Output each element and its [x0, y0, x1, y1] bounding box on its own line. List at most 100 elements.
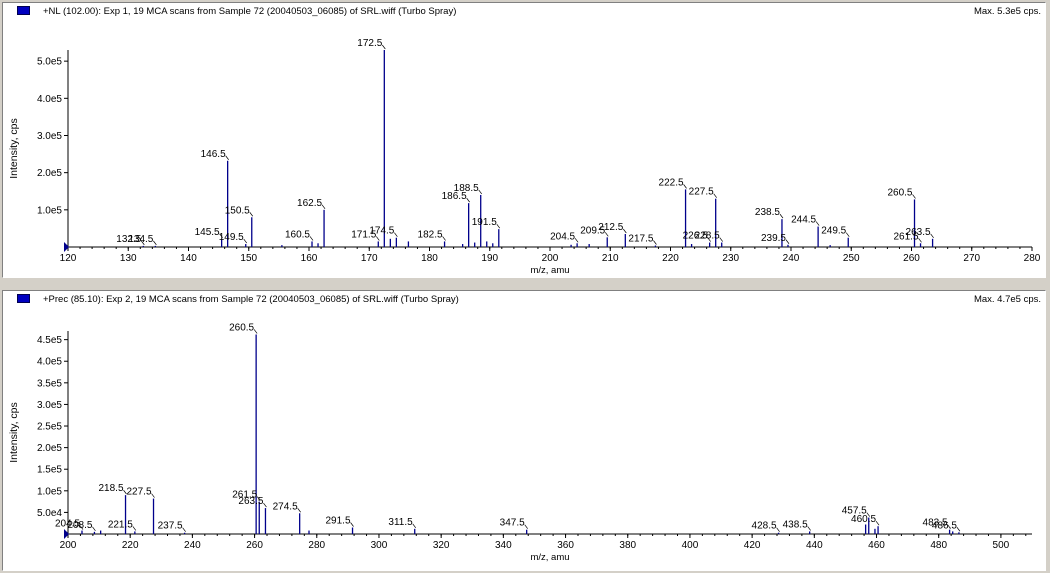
peak-label: 171.5	[351, 229, 376, 240]
max-intensity-label: Max. 4.7e5 cps.	[973, 294, 1041, 305]
peak-label: 274.5	[273, 501, 298, 512]
peak-label: 239.5	[761, 233, 786, 244]
x-tick-label: 160	[301, 253, 318, 264]
x-tick-label: 220	[122, 540, 139, 551]
x-tick-label: 200	[542, 253, 559, 264]
x-tick-label: 240	[184, 540, 201, 551]
x-tick-label: 260	[903, 253, 920, 264]
peak-label: 218.5	[98, 483, 123, 494]
x-tick-label: 400	[682, 540, 699, 551]
peak-label: 204.5	[55, 519, 80, 530]
peak-label-leader	[866, 512, 871, 517]
x-tick-label: 500	[993, 540, 1010, 551]
peak-label-leader	[225, 155, 229, 160]
x-tick-label: 190	[481, 253, 498, 264]
peak-label-leader	[604, 232, 609, 237]
peak-label-leader	[713, 193, 717, 198]
x-tick-label: 260	[246, 540, 263, 551]
peak-label: 311.5	[388, 517, 413, 528]
peak-label: 457.5	[842, 506, 867, 517]
peak-label-leader	[845, 232, 850, 237]
peak-label: 227.5	[126, 487, 151, 498]
peak-label-leader	[376, 236, 380, 241]
peak-label: 227.5	[689, 187, 714, 198]
peak-label: 221.5	[108, 519, 133, 530]
peak-label-leader	[496, 223, 501, 229]
peak-label: 209.5	[580, 225, 605, 236]
x-tick-label: 230	[722, 253, 739, 264]
peak-label: 226.5	[683, 231, 708, 242]
peak-label-leader	[574, 238, 579, 243]
peak-label: 261.5	[232, 490, 257, 501]
x-axis-label: m/z, amu	[530, 265, 569, 276]
y-tick-label: 4.5e5	[37, 335, 62, 346]
peak-label: 483.5	[923, 518, 948, 529]
x-tick-label: 420	[744, 540, 761, 551]
peak-label-leader	[912, 194, 916, 199]
peak-label: 244.5	[791, 215, 816, 226]
peak-label: 212.5	[598, 222, 623, 233]
peak-label: 162.5	[297, 198, 322, 209]
y-tick-label: 2.5e5	[37, 422, 62, 433]
peak-label-leader	[132, 526, 137, 531]
peak-label-leader	[92, 526, 96, 532]
start-marker-icon	[64, 529, 69, 539]
peak-label: 260.5	[887, 187, 912, 198]
x-tick-label: 480	[930, 540, 947, 551]
peak-label-leader	[875, 521, 880, 526]
experiment-marker-icon[interactable]	[17, 6, 30, 15]
spectrum-chart-1[interactable]: 120 130 140 150 160 170 180 190 200 210 220 230 240 2…	[3, 3, 1045, 277]
peak-label-leader	[153, 240, 157, 246]
peak-label-leader	[382, 44, 386, 50]
peak-label-leader	[524, 524, 528, 529]
peak-label-leader	[719, 237, 723, 242]
peak-label: 160.5	[285, 229, 310, 240]
peak-label: 222.5	[659, 177, 684, 188]
spectrum-panel-1: +NL (102.00): Exp 1, 19 MCA scans from S…	[2, 2, 1046, 278]
peak-label-leader	[776, 527, 780, 532]
x-tick-label: 280	[308, 540, 325, 551]
x-tick-label: 220	[662, 253, 679, 264]
x-tick-label: 150	[240, 253, 257, 264]
peak-label: 249.5	[821, 226, 846, 237]
y-axis-label: Intensity, cps	[8, 402, 20, 463]
y-tick-label: 4.0e5	[37, 357, 62, 368]
y-tick-label: 5.0e4	[37, 508, 62, 519]
peak-label-leader	[956, 527, 961, 532]
peak-label: 150.5	[225, 205, 250, 216]
peak-label-leader	[478, 189, 482, 195]
x-tick-label: 320	[433, 540, 450, 551]
peak-label: 486.5	[932, 520, 957, 531]
x-tick-label: 300	[371, 540, 388, 551]
peak-label-leader	[683, 184, 687, 189]
peak-label: 261.5	[894, 231, 919, 242]
peak-label-leader	[707, 237, 711, 242]
x-axis-label: m/z, amu	[530, 552, 569, 563]
x-tick-label: 340	[495, 540, 512, 551]
x-tick-label: 210	[602, 253, 619, 264]
peak-label: 428.5	[752, 521, 777, 532]
peak-label-leader	[79, 525, 84, 530]
peak-label-leader	[466, 197, 470, 203]
peak-label: 174.5	[369, 226, 394, 237]
peak-label: 347.5	[500, 518, 525, 529]
experiment-marker-icon[interactable]	[17, 294, 30, 303]
peak-label-leader	[412, 523, 417, 529]
peak-label-leader	[263, 502, 267, 508]
y-tick-label: 2.0e5	[37, 168, 62, 179]
peak-label: 238.5	[755, 207, 780, 218]
peak-label: 182.5	[418, 229, 443, 240]
peak-label: 217.5	[628, 234, 653, 245]
y-tick-label: 3.0e5	[37, 400, 62, 411]
peak-label-leader	[623, 228, 627, 234]
x-tick-label: 140	[180, 253, 197, 264]
y-tick-label: 4.0e5	[37, 94, 62, 105]
y-tick-label: 3.5e5	[37, 378, 62, 389]
peak-label-leader	[256, 496, 261, 501]
spectrum-chart-2[interactable]: 200 220 240 260 280 300 320 340 360 380 400 420 440 4…	[3, 291, 1045, 570]
peak-label-leader	[219, 233, 223, 239]
x-tick-label: 280	[1024, 253, 1041, 264]
peak-label: 146.5	[201, 149, 226, 160]
peak-label-leader	[151, 493, 155, 498]
peak-label-leader	[930, 233, 934, 239]
